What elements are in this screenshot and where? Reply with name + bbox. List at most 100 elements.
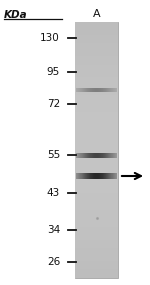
Bar (98, 152, 99, 158)
Bar (106, 152, 107, 158)
Bar (104, 152, 105, 158)
Text: 72: 72 (47, 99, 60, 109)
Bar (75, 30, 118, 35)
Bar (110, 152, 111, 158)
Bar (86, 173, 87, 179)
Bar (80, 88, 81, 92)
Bar (98, 173, 99, 179)
Bar (78, 152, 79, 158)
Bar (107, 173, 108, 179)
Bar (89, 88, 90, 92)
Bar (83, 88, 84, 92)
Bar (75, 35, 118, 39)
Bar (110, 88, 111, 92)
Bar (95, 88, 96, 92)
Bar (99, 152, 100, 158)
Bar (75, 103, 118, 107)
Bar (94, 88, 95, 92)
Bar (102, 173, 103, 179)
Bar (75, 253, 118, 257)
Bar (108, 173, 109, 179)
Bar (78, 173, 79, 179)
Text: KDa: KDa (4, 10, 28, 20)
Bar (80, 152, 81, 158)
Bar (82, 152, 83, 158)
Bar (76, 88, 77, 92)
Bar (112, 152, 113, 158)
Bar (81, 173, 82, 179)
Bar (75, 120, 118, 124)
Bar (115, 173, 116, 179)
Bar (100, 152, 101, 158)
Bar (75, 43, 118, 48)
Bar (101, 173, 102, 179)
Bar (96, 152, 97, 158)
Bar (75, 257, 118, 261)
Bar (75, 60, 118, 65)
Bar (75, 78, 118, 82)
Bar (100, 173, 101, 179)
Bar (96, 173, 97, 179)
Bar (100, 173, 101, 179)
Bar (75, 261, 118, 265)
Bar (104, 88, 105, 92)
Bar (75, 107, 118, 112)
Bar (112, 88, 113, 92)
Bar (89, 173, 90, 179)
Bar (95, 173, 96, 179)
Bar (105, 152, 106, 158)
Bar (109, 173, 110, 179)
Bar (95, 152, 96, 158)
Bar (88, 152, 89, 158)
Bar (75, 95, 118, 99)
Bar (75, 73, 118, 78)
Bar (80, 173, 81, 179)
Bar (75, 210, 118, 214)
Bar (96, 88, 97, 92)
Bar (82, 88, 83, 92)
Bar (75, 274, 118, 278)
Bar (116, 152, 117, 158)
Bar (75, 52, 118, 56)
Bar (75, 82, 118, 86)
Bar (75, 265, 118, 269)
Bar (115, 88, 116, 92)
Bar (75, 167, 118, 171)
Bar (75, 116, 118, 120)
Bar (111, 88, 112, 92)
Bar (77, 173, 78, 179)
Bar (75, 244, 118, 248)
Bar (98, 88, 99, 92)
Bar (101, 152, 102, 158)
Bar (76, 152, 77, 158)
Bar (75, 218, 118, 223)
Bar (75, 180, 118, 184)
Bar (87, 152, 88, 158)
Bar (75, 227, 118, 231)
Text: 26: 26 (47, 257, 60, 267)
Bar (109, 152, 110, 158)
Bar (75, 214, 118, 218)
Bar (116, 88, 117, 92)
Bar (86, 88, 87, 92)
Bar (91, 152, 92, 158)
Bar (81, 152, 82, 158)
Bar (82, 173, 83, 179)
Text: 43: 43 (47, 188, 60, 198)
Bar (75, 56, 118, 60)
Bar (90, 88, 91, 92)
Bar (94, 173, 95, 179)
Bar (103, 152, 104, 158)
Bar (94, 152, 95, 158)
Bar (93, 173, 94, 179)
Bar (103, 173, 104, 179)
Text: 55: 55 (47, 150, 60, 160)
Bar (75, 188, 118, 193)
Bar (107, 152, 108, 158)
Bar (75, 158, 118, 163)
Bar (89, 152, 90, 158)
Bar (75, 146, 118, 150)
Bar (100, 88, 101, 92)
Bar (75, 248, 118, 253)
Bar (79, 152, 80, 158)
